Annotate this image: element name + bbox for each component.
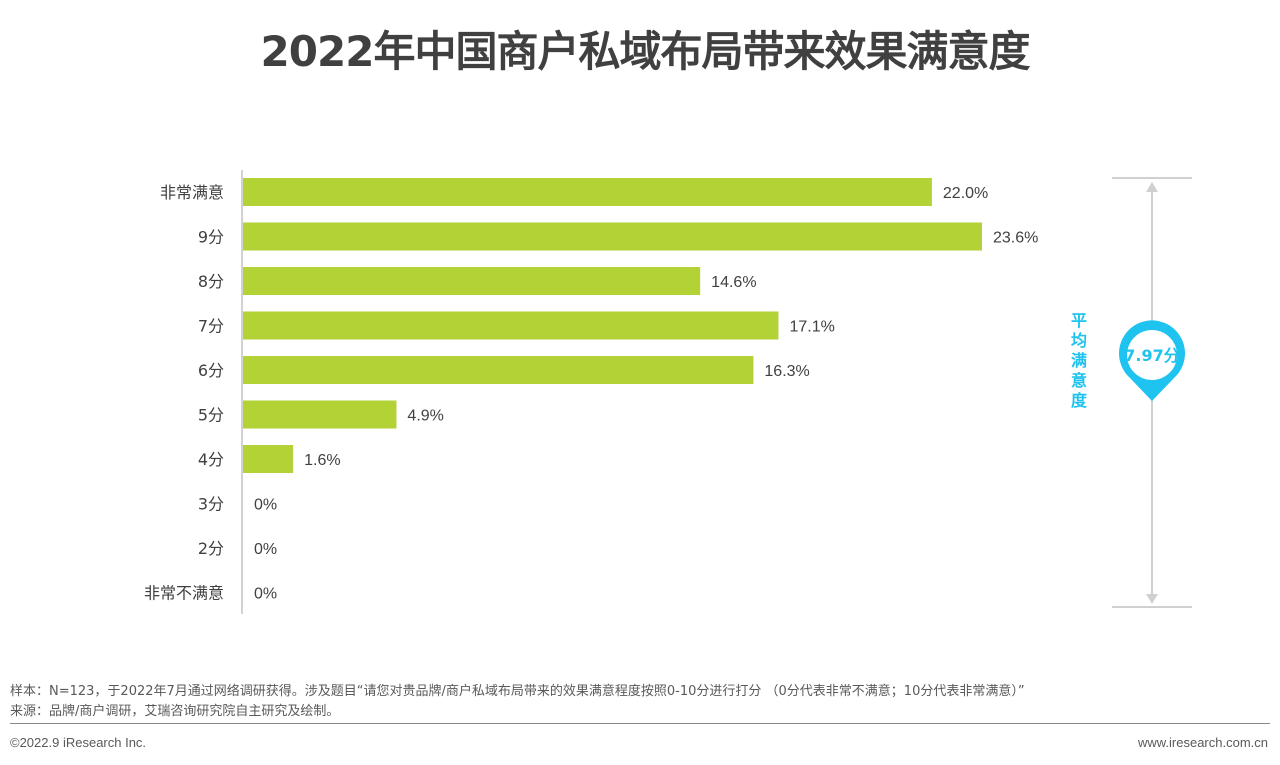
data-label: 1.6% [304, 452, 340, 469]
bar [243, 445, 294, 473]
average-scale: 7.97分 [1112, 177, 1192, 608]
data-label: 23.6% [993, 230, 1038, 247]
data-label: 4.9% [407, 408, 443, 425]
pin-inner [1127, 330, 1177, 380]
data-label: 0% [254, 586, 277, 603]
bar [243, 400, 397, 429]
category-label: 8分 [198, 272, 224, 291]
arrow-up-icon [1146, 182, 1158, 192]
data-label: 0% [254, 497, 277, 514]
bar [243, 178, 932, 206]
average-value: 7.97分 [1124, 346, 1179, 365]
category-label: 2分 [198, 539, 224, 558]
chart-title: 2022年中国商户私域布局带来效果满意度 [260, 27, 1031, 76]
category-label: 7分 [198, 317, 224, 336]
bar [243, 267, 701, 295]
category-label: 5分 [198, 406, 224, 425]
category-label: 6分 [198, 361, 224, 380]
source-note: 来源：品牌/商户调研，艾瑞咨询研究院自主研究及绘制。 [10, 704, 340, 719]
data-label: 14.6% [711, 274, 756, 291]
average-label: 平均满意度 [1068, 312, 1087, 412]
category-label: 非常满意 [160, 183, 224, 202]
data-label: 17.1% [789, 319, 834, 336]
arrow-down-icon [1146, 594, 1158, 604]
copyright: ©2022.9 iResearch Inc. [10, 735, 147, 750]
bar [243, 222, 982, 251]
category-label: 9分 [198, 228, 224, 247]
data-label: 0% [254, 541, 277, 558]
data-label: 16.3% [764, 363, 809, 380]
sample-note: 样本：N=123，于2022年7月通过网络调研获得。涉及题目“请您对贵品牌/商户… [10, 684, 1025, 699]
bar [243, 356, 754, 384]
data-label: 22.0% [943, 185, 988, 202]
bar [243, 311, 779, 340]
category-label: 3分 [198, 495, 224, 514]
category-label: 非常不满意 [144, 584, 224, 603]
website-link[interactable]: www.iresearch.com.cn [1137, 735, 1268, 750]
category-label: 4分 [198, 450, 224, 469]
footer-divider [10, 723, 1270, 724]
